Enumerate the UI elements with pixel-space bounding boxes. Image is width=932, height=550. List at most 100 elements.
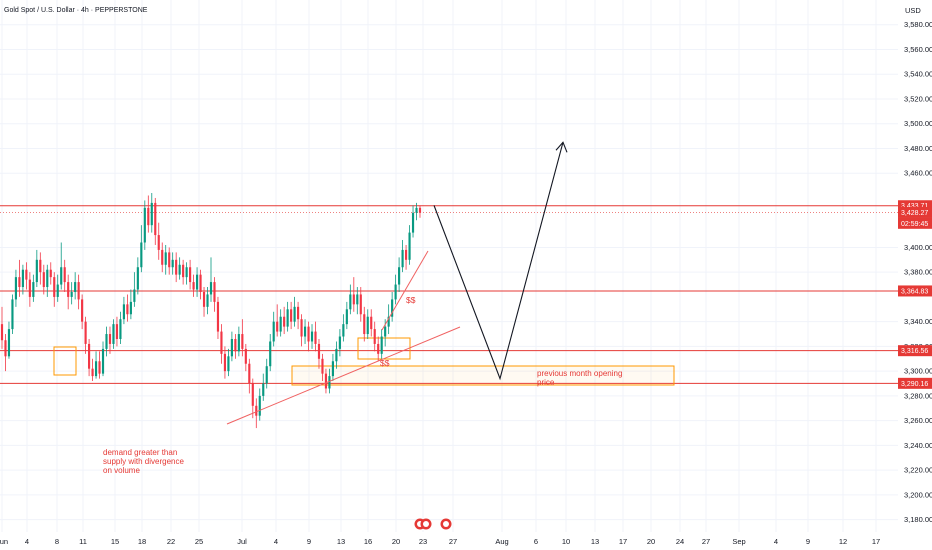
candle-body[interactable] xyxy=(310,331,314,342)
candle-body[interactable] xyxy=(35,259,38,283)
candle-body[interactable] xyxy=(182,264,185,278)
candle-body[interactable] xyxy=(136,267,139,290)
candle-body[interactable] xyxy=(195,274,199,290)
candle-body[interactable] xyxy=(77,282,80,300)
candle-body[interactable] xyxy=(324,373,328,389)
candle-body[interactable] xyxy=(411,212,415,233)
news-event-icon[interactable] xyxy=(420,518,432,530)
candle-body[interactable] xyxy=(317,343,321,359)
candle-body[interactable] xyxy=(276,321,279,332)
candle-body[interactable] xyxy=(81,299,84,322)
candle-body[interactable] xyxy=(192,282,195,290)
opening-price-box[interactable] xyxy=(291,365,675,386)
candle-body[interactable] xyxy=(70,291,73,297)
candle-body[interactable] xyxy=(377,343,380,354)
candle-body[interactable] xyxy=(105,334,108,349)
candle-body[interactable] xyxy=(230,338,233,357)
candle-body[interactable] xyxy=(272,321,275,342)
candle-body[interactable] xyxy=(223,353,227,372)
candle-body[interactable] xyxy=(352,294,355,305)
candle-body[interactable] xyxy=(25,269,28,280)
candle-body[interactable] xyxy=(244,348,247,364)
candle-body[interactable] xyxy=(122,304,125,320)
candle-body[interactable] xyxy=(143,207,146,243)
candle-body[interactable] xyxy=(380,336,383,354)
candle-body[interactable] xyxy=(32,282,35,297)
candle-body[interactable] xyxy=(53,277,56,297)
candle-body[interactable] xyxy=(331,361,334,377)
candle-body[interactable] xyxy=(216,301,220,332)
candle-body[interactable] xyxy=(11,299,14,330)
candle-body[interactable] xyxy=(4,340,7,357)
candle-body[interactable] xyxy=(338,336,341,349)
candle-body[interactable] xyxy=(237,334,240,352)
candle-body[interactable] xyxy=(209,282,213,295)
candle-body[interactable] xyxy=(373,329,376,344)
candle-body[interactable] xyxy=(112,324,115,344)
candle-body[interactable] xyxy=(359,294,362,315)
candle-body[interactable] xyxy=(394,284,397,300)
candle-body[interactable] xyxy=(321,358,324,374)
candle-body[interactable] xyxy=(415,207,418,213)
candle-body[interactable] xyxy=(84,321,87,344)
candle-body[interactable] xyxy=(335,348,338,362)
candle-body[interactable] xyxy=(0,324,4,341)
candle-body[interactable] xyxy=(157,235,160,250)
trendline-lower[interactable] xyxy=(226,326,461,425)
candle-body[interactable] xyxy=(398,267,401,285)
candle-body[interactable] xyxy=(189,267,192,283)
candle-body[interactable] xyxy=(293,306,296,322)
candle-body[interactable] xyxy=(241,334,244,349)
candle-body[interactable] xyxy=(251,383,254,406)
candle-body[interactable] xyxy=(178,264,181,275)
candle-body[interactable] xyxy=(384,326,387,337)
candle-body[interactable] xyxy=(328,376,331,389)
event-markers[interactable] xyxy=(414,518,452,530)
price-axis[interactable]: USD 3,580.00 3,560.00 3,540.00 3,520.00 3,50… xyxy=(898,0,932,550)
candle-body[interactable] xyxy=(314,331,317,344)
candle-body[interactable] xyxy=(154,202,157,236)
candle-body[interactable] xyxy=(74,282,77,292)
candle-body[interactable] xyxy=(42,272,45,288)
candle-body[interactable] xyxy=(129,301,132,315)
candle-body[interactable] xyxy=(303,326,307,337)
candle-body[interactable] xyxy=(220,331,223,354)
candle-body[interactable] xyxy=(98,361,101,374)
candle-body[interactable] xyxy=(88,343,91,369)
candle-body[interactable] xyxy=(147,207,150,226)
candle-body[interactable] xyxy=(18,277,21,288)
candle-body[interactable] xyxy=(101,348,105,374)
candle-body[interactable] xyxy=(67,282,70,297)
candle-body[interactable] xyxy=(175,259,178,275)
candle-body[interactable] xyxy=(286,309,289,327)
candle-body[interactable] xyxy=(227,356,230,372)
candle-body[interactable] xyxy=(258,395,261,416)
candle-body[interactable] xyxy=(28,279,31,297)
projection-path[interactable] xyxy=(433,142,564,381)
candle-body[interactable] xyxy=(404,249,408,260)
candle-body[interactable] xyxy=(345,309,348,325)
candle-body[interactable] xyxy=(387,316,390,327)
candle-body[interactable] xyxy=(60,267,63,285)
candle-body[interactable] xyxy=(279,316,282,332)
candle-body[interactable] xyxy=(133,289,136,302)
candle-body[interactable] xyxy=(164,252,167,265)
candle-body[interactable] xyxy=(202,291,206,307)
candle-body[interactable] xyxy=(49,269,52,278)
candle-body[interactable] xyxy=(7,329,11,357)
candle-body[interactable] xyxy=(168,252,171,268)
candle-body[interactable] xyxy=(140,242,143,268)
demand-box-june[interactable] xyxy=(53,346,77,376)
candle-body[interactable] xyxy=(370,316,373,330)
candle-body[interactable] xyxy=(234,338,237,352)
candle-body[interactable] xyxy=(391,299,394,317)
candle-body[interactable] xyxy=(46,269,49,288)
candle-body[interactable] xyxy=(307,326,310,342)
candle-body[interactable] xyxy=(108,334,112,344)
candle-body[interactable] xyxy=(265,366,268,384)
candle-body[interactable] xyxy=(290,309,293,322)
candle-body[interactable] xyxy=(349,294,352,310)
liquidity-box[interactable] xyxy=(357,337,411,360)
candle-body[interactable] xyxy=(39,259,42,273)
